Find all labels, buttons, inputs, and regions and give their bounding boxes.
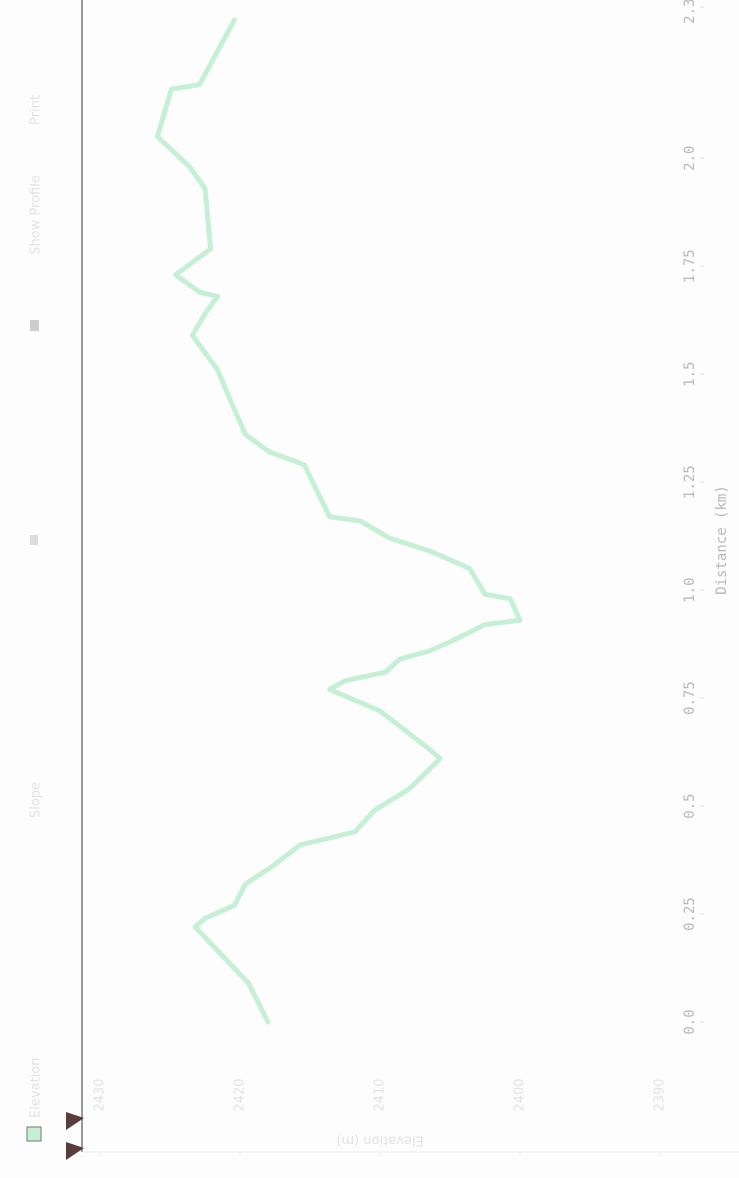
tab[interactable]: Show Profile (29, 175, 44, 255)
x-tick-label: 0.25 (682, 897, 698, 931)
icon (30, 320, 39, 331)
icon (30, 535, 38, 545)
tab[interactable]: Print (29, 95, 44, 125)
x-tick-label: 1.75 (682, 249, 698, 283)
legend-label: Elevation (29, 1058, 44, 1118)
x-tick-label: 1.5 (682, 361, 698, 386)
x-tick-label: 0.0 (682, 1009, 698, 1034)
y-axis-label: Elevation (m) (336, 1133, 423, 1148)
marker (66, 1112, 84, 1130)
legend-swatch (26, 1126, 42, 1142)
y-tick-label: 2390 (653, 1078, 668, 1111)
y-tick-label: 2400 (513, 1078, 528, 1111)
x-tick-label: 0.5 (682, 793, 698, 818)
series-line (154, 17, 523, 1025)
x-tick-label: 0.75 (682, 681, 698, 715)
x-tick-label: 1.25 (682, 465, 698, 499)
x-tick-label: 1.0 (682, 577, 698, 602)
x-tick-label: 2.35 (682, 0, 698, 24)
y-tick-label: 2410 (373, 1078, 388, 1111)
y-tick-label: 2430 (93, 1078, 108, 1111)
x-tick-label: 2.0 (682, 146, 698, 171)
marker (66, 1142, 84, 1160)
y-tick-label: 2420 (233, 1078, 248, 1111)
tab[interactable]: Slope (29, 782, 44, 818)
x-axis-label: Distance (km) (714, 485, 730, 595)
